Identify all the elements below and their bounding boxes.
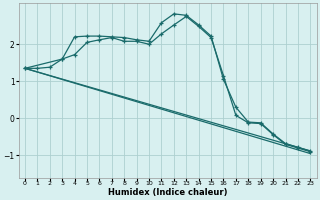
- X-axis label: Humidex (Indice chaleur): Humidex (Indice chaleur): [108, 188, 228, 197]
